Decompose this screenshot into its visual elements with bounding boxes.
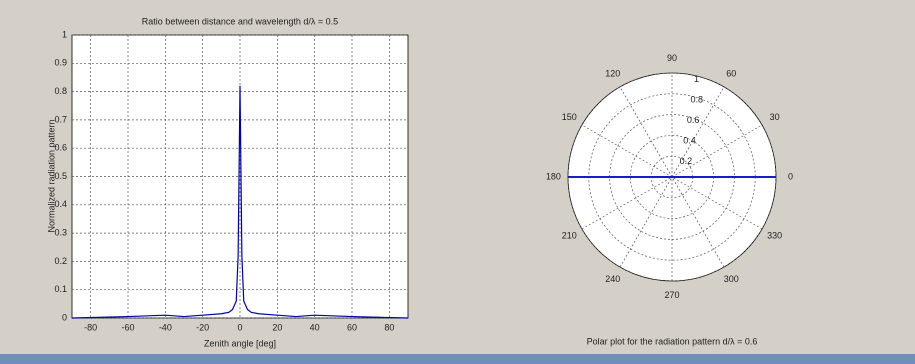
r-tick-label: 0.6: [687, 115, 700, 125]
theta-tick-label: 150: [562, 112, 577, 122]
r-tick-label: 0.2: [680, 156, 693, 166]
x-tick-label: 60: [347, 322, 357, 332]
theta-tick-label: 240: [605, 274, 620, 284]
theta-tick-label: 60: [726, 69, 736, 79]
r-tick-label: 1: [694, 74, 699, 84]
x-tick-label: 0: [237, 322, 242, 332]
y-tick-label: 0.1: [54, 284, 67, 294]
r-tick-label: 0.4: [683, 135, 696, 145]
y-tick-label: 0.3: [54, 227, 67, 237]
x-axis-label: Zenith angle [deg]: [204, 338, 276, 348]
x-tick-label: -60: [121, 322, 134, 332]
theta-tick-label: 300: [724, 274, 739, 284]
x-tick-label: 20: [272, 322, 282, 332]
theta-tick-label: 0: [788, 171, 793, 181]
x-tick-label: -20: [196, 322, 209, 332]
theta-tick-label: 210: [562, 231, 577, 241]
y-tick-label: 0.2: [54, 256, 67, 266]
x-tick-label: -40: [159, 322, 172, 332]
y-tick-label: 1: [62, 29, 67, 39]
y-tick-label: 0.6: [54, 143, 67, 153]
y-axis-label: Normalized radiation pattern: [46, 119, 56, 232]
theta-tick-label: 330: [767, 231, 782, 241]
y-tick-label: 0.8: [54, 86, 67, 96]
x-tick-label: -80: [84, 322, 97, 332]
polar-caption: Polar plot for the radiation pattern d/λ…: [587, 336, 758, 346]
y-tick-label: 0.9: [54, 58, 67, 68]
x-tick-label: 80: [384, 322, 394, 332]
taskbar-strip: [0, 354, 915, 364]
theta-tick-label: 30: [770, 112, 780, 122]
y-tick-label: 0: [62, 312, 67, 322]
chart-title: Ratio between distance and wavelength d/…: [142, 16, 338, 26]
y-tick-label: 0.5: [54, 171, 67, 181]
y-tick-label: 0.7: [54, 114, 67, 124]
x-tick-label: 40: [310, 322, 320, 332]
data-line: [71, 85, 409, 319]
y-tick-label: 0.4: [54, 199, 67, 209]
theta-tick-label: 180: [546, 171, 561, 181]
theta-tick-label: 120: [605, 69, 620, 79]
r-tick-label: 0.8: [690, 94, 703, 104]
theta-tick-label: 90: [667, 53, 677, 63]
theta-tick-label: 270: [664, 290, 679, 300]
